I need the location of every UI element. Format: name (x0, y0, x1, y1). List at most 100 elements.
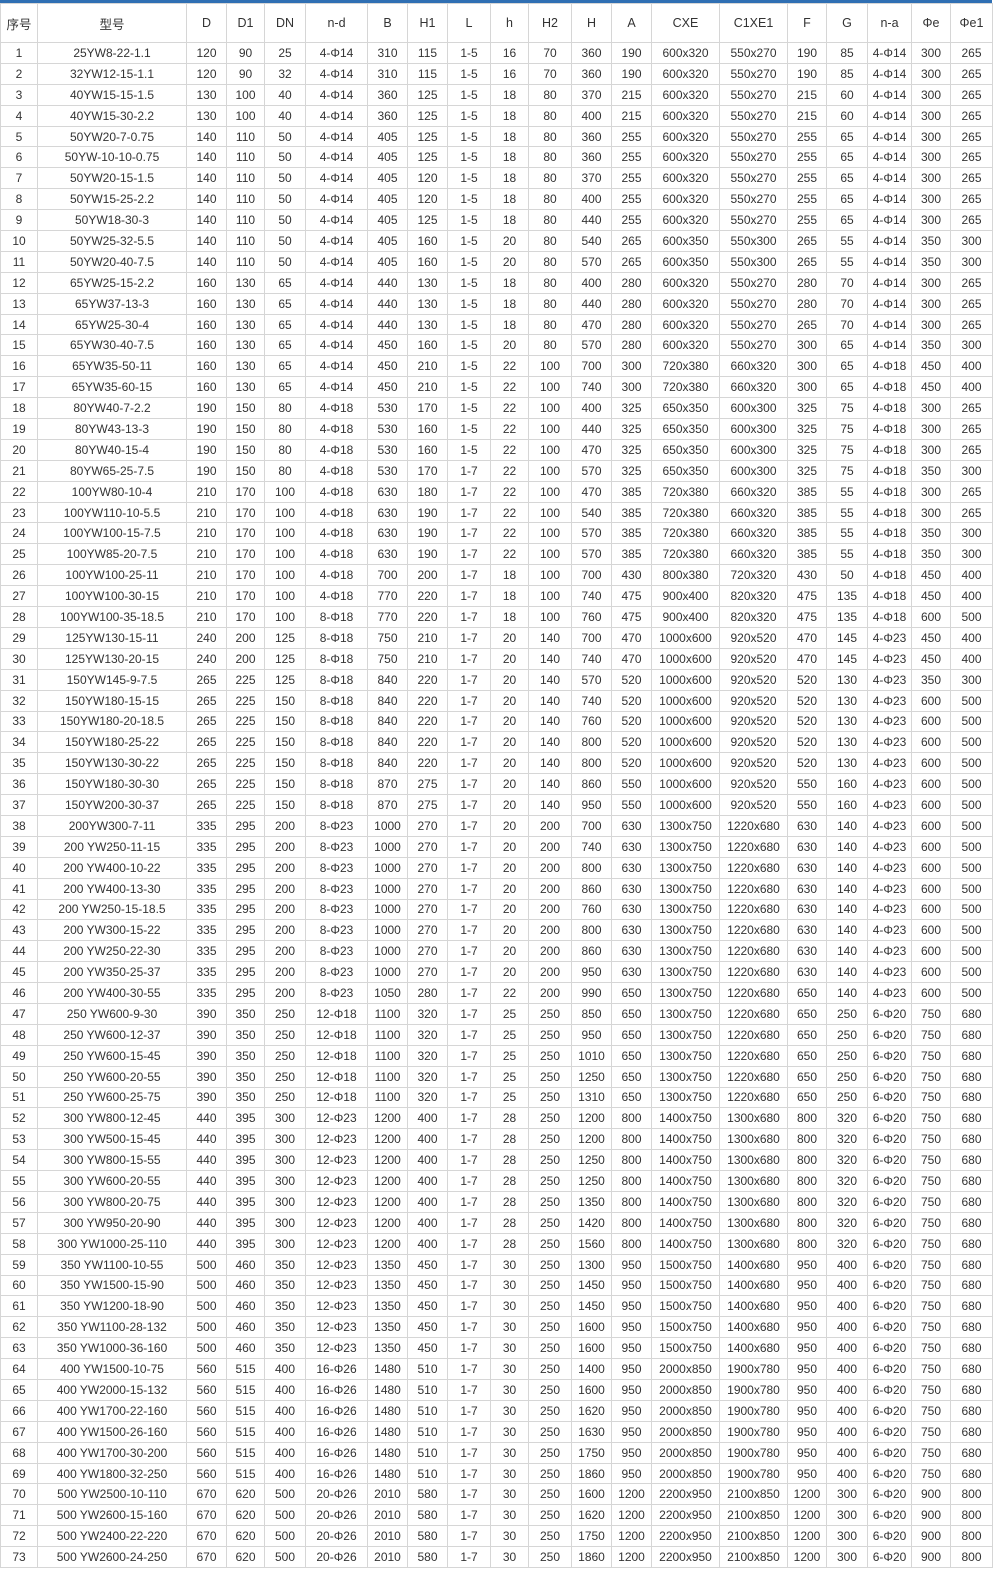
table-cell: 620 (226, 1504, 265, 1527)
table-cell: 140 (186, 209, 227, 232)
table-cell: 64 (0, 1358, 38, 1380)
table-cell: 570 (571, 668, 612, 691)
table-cell: 2100x850 (719, 1483, 788, 1506)
table-cell: 1000x600 (651, 794, 720, 816)
table-cell: 280 (611, 313, 652, 336)
table-row: 64 400 YW1500-10-75 560 515 400 16-Φ26 1480 510… (0, 1358, 993, 1380)
table-cell: 280 (611, 334, 652, 357)
table-cell: 140 (528, 668, 572, 691)
table-row: 25 100YW85-20-7.5 210 170 100 4-Φ18 630 190 1-7 2… (0, 543, 993, 566)
table-cell: 8-Φ18 (305, 647, 368, 670)
table-cell: 18 (490, 104, 529, 127)
table-cell: 870 (367, 773, 408, 796)
table-cell: 4-Φ18 (305, 501, 368, 524)
table-cell: 28 (490, 1107, 529, 1130)
table-cell: 190 (186, 397, 227, 420)
table-cell: 55 (826, 543, 868, 566)
table-cell: 4-Φ23 (867, 961, 912, 984)
table-cell: 125 (407, 209, 448, 232)
table-cell: 400 (407, 1211, 448, 1234)
table-cell: 800 (611, 1149, 652, 1172)
table-cell: 20 (490, 626, 529, 649)
table-cell: 225 (226, 689, 265, 712)
table-cell: 12-Φ23 (305, 1337, 368, 1360)
table-cell: 440 (367, 292, 408, 315)
table-cell: 1200 (611, 1504, 652, 1527)
table-cell: 20 (490, 731, 529, 754)
table-cell: 13 (0, 292, 38, 315)
table-row: 38 200YW300-7-11 335 295 200 8-Φ23 1000 270 1-7 2… (0, 814, 993, 837)
table-cell: 500 (950, 919, 993, 942)
table-cell: 16-Φ26 (305, 1462, 368, 1485)
column-header: F (787, 3, 827, 43)
table-cell: 215 (611, 104, 652, 127)
table-cell: 18 (490, 83, 529, 106)
table-cell: 800 (950, 1483, 993, 1506)
table-cell: 770 (367, 606, 408, 628)
table-cell: 300 (950, 230, 993, 252)
table-cell: 1-5 (447, 313, 491, 336)
table-cell: 395 (226, 1170, 265, 1192)
table-cell: 100 (528, 585, 572, 608)
table-cell: 4-Φ14 (305, 355, 368, 378)
table-cell: 6-Φ20 (867, 1462, 912, 1485)
table-cell: 71 (0, 1504, 38, 1527)
table-cell: 470 (611, 647, 652, 670)
table-cell: 320 (826, 1128, 868, 1151)
table-cell: 300 (911, 42, 951, 64)
table-cell: 1300x750 (651, 835, 720, 858)
table-cell: 300 (950, 522, 993, 545)
table-cell: 1300x750 (651, 1065, 720, 1088)
table-cell: 80 (528, 292, 572, 315)
table-cell: 520 (611, 668, 652, 691)
table-cell: 16 (0, 355, 38, 378)
table-row: 53 300 YW500-15-45 440 395 300 12-Φ23 1200 400 1… (0, 1128, 993, 1151)
table-row: 1 25YW8-22-1.1 120 90 25 4-Φ14 310 115 1-5 16 70 36… (0, 42, 993, 64)
table-cell: 4-Φ14 (867, 230, 912, 252)
table-cell: 270 (407, 877, 448, 900)
table-row: 16 65YW35-50-11 160 130 65 4-Φ14 450 210 1-5 22 10… (0, 355, 993, 378)
table-cell: 1350 (571, 1190, 612, 1213)
table-cell: 100YW100-15-7.5 (37, 522, 187, 545)
table-cell: 130 (226, 334, 265, 357)
table-cell: 500 (950, 898, 993, 921)
table-cell: 950 (787, 1274, 827, 1297)
table-cell: 100 (264, 501, 306, 524)
table-cell: 4-Φ14 (867, 250, 912, 273)
table-cell: 350 (226, 1044, 265, 1067)
table-cell: 110 (226, 167, 265, 190)
table-row: 67 400 YW1500-26-160 560 515 400 16-Φ26 1480 51… (0, 1420, 993, 1443)
table-cell: 22 (490, 438, 529, 461)
table-cell: 200 (528, 835, 572, 858)
table-cell: 630 (611, 961, 652, 984)
table-cell: 20 (0, 438, 38, 461)
table-cell: 1-7 (447, 1107, 491, 1130)
table-cell: 265 (950, 104, 993, 127)
table-cell: 270 (407, 919, 448, 942)
table-cell: 32 (0, 689, 38, 712)
table-cell: 900 (911, 1504, 951, 1527)
table-cell: 300 (787, 376, 827, 399)
table-cell: 80 (528, 334, 572, 357)
table-cell: 400 YW1700-22-160 (37, 1399, 187, 1422)
table-cell: 62 (0, 1316, 38, 1339)
table-cell: 300 YW800-15-55 (37, 1149, 187, 1172)
table-cell: 250 (528, 1483, 572, 1506)
table-cell: 4-Φ18 (305, 564, 368, 587)
table-cell: 1300x750 (651, 982, 720, 1004)
table-cell: 50 (264, 125, 306, 148)
table-cell: 250 (826, 1086, 868, 1109)
table-cell: 65 (0, 1379, 38, 1401)
table-cell: 1480 (367, 1441, 408, 1464)
column-header: H1 (407, 3, 448, 43)
table-cell: 4-Φ14 (867, 334, 912, 357)
table-cell: 250 (528, 1399, 572, 1422)
table-cell: 680 (950, 1399, 993, 1422)
table-cell: 550x270 (719, 313, 788, 336)
table-cell: 80 (528, 230, 572, 252)
table-cell: 300 (950, 334, 993, 357)
table-cell: 440 (186, 1170, 227, 1192)
table-cell: 300 YW500-15-45 (37, 1128, 187, 1151)
table-cell: 370 (571, 167, 612, 190)
table-row: 43 200 YW300-15-22 335 295 200 8-Φ23 1000 270 1-… (0, 919, 993, 942)
